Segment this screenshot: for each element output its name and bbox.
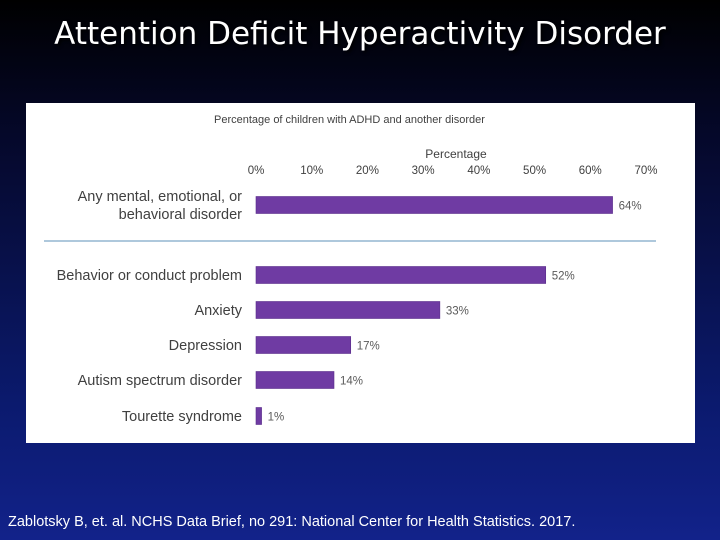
x-tick-label: 70% — [634, 165, 657, 177]
x-tick-label: 0% — [248, 165, 265, 177]
bar — [255, 371, 335, 389]
category-label: Depression — [169, 338, 242, 354]
data-label: 1% — [268, 412, 285, 424]
data-label: 17% — [357, 341, 380, 353]
category-label: behavioral disorder — [119, 207, 242, 223]
category-label: Tourette syndrome — [122, 409, 242, 425]
x-tick-label: 50% — [523, 165, 546, 177]
chart-panel: Percentage of children with ADHD and ano… — [26, 103, 695, 443]
bar — [255, 336, 352, 354]
x-tick-label: 40% — [467, 165, 490, 177]
adhd-comorbidity-bar-chart: Percentage of children with ADHD and ano… — [44, 114, 658, 425]
category-label: Anxiety — [194, 303, 242, 319]
bar — [255, 301, 441, 319]
source-citation: Zablotsky B, et. al. NCHS Data Brief, no… — [8, 514, 576, 530]
data-label: 14% — [340, 376, 363, 388]
x-axis-label: Percentage — [425, 147, 487, 161]
slide-title: Attention Deficit Hyperactivity Disorder — [54, 16, 666, 52]
category-label: Behavior or conduct problem — [57, 268, 242, 284]
x-tick-label: 10% — [300, 165, 323, 177]
bar — [255, 407, 262, 425]
data-label: 33% — [446, 306, 469, 318]
x-tick-label: 30% — [412, 165, 435, 177]
category-label: Any mental, emotional, or — [78, 189, 243, 205]
data-label: 64% — [619, 201, 642, 213]
category-label: Autism spectrum disorder — [78, 373, 243, 389]
x-tick-label: 20% — [356, 165, 379, 177]
data-label: 52% — [552, 271, 575, 283]
x-tick-label: 60% — [579, 165, 602, 177]
bar — [255, 196, 613, 214]
bar — [255, 266, 547, 284]
chart-title: Percentage of children with ADHD and ano… — [214, 114, 485, 126]
